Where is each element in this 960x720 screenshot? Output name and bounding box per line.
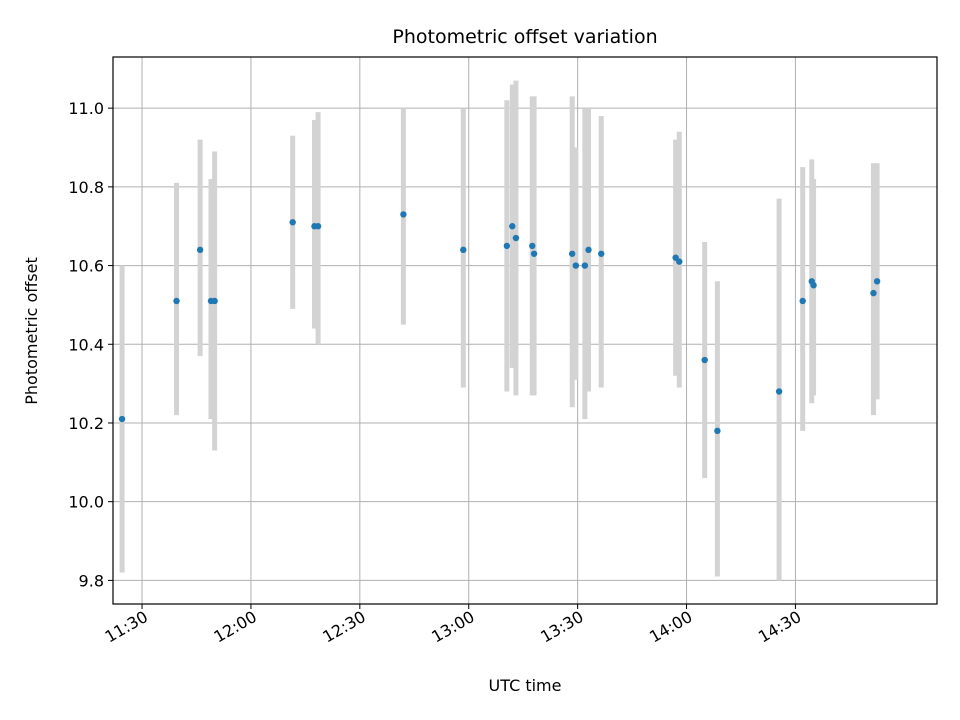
- data-point: [870, 289, 877, 297]
- data-point: [400, 211, 407, 218]
- data-point: [460, 246, 467, 254]
- data-point: [509, 223, 516, 230]
- data-point: [775, 388, 783, 395]
- y-tick-label: 10.0: [68, 493, 104, 512]
- data-point: [873, 278, 881, 285]
- data-point: [701, 356, 708, 364]
- data-point: [581, 262, 589, 269]
- grid-lines: [113, 57, 937, 604]
- plot-frame: [112, 56, 938, 605]
- y-tick-label: 11.0: [68, 99, 104, 118]
- y-tick-label: 10.2: [68, 414, 104, 433]
- y-tick-label: 10.4: [68, 335, 104, 354]
- data-point: [568, 250, 576, 257]
- data-point: [585, 246, 592, 254]
- data-point: [530, 250, 538, 257]
- data-point: [173, 297, 180, 305]
- data-point: [196, 246, 204, 254]
- y-axis-ticks: 9.8 10.0 10.2 10.4 10.6 10.8 11.0: [68, 99, 113, 590]
- y-tick-label: 10.8: [68, 178, 104, 197]
- data-point: [810, 282, 817, 289]
- data-point: [676, 258, 683, 265]
- x-axis-title: UTC time: [489, 676, 562, 695]
- data-points: [118, 211, 881, 435]
- data-point: [529, 242, 536, 250]
- data-point: [714, 427, 721, 435]
- chart-title: Photometric offset variation: [392, 26, 657, 48]
- y-tick-label: 10.6: [68, 257, 104, 276]
- data-point: [512, 234, 520, 242]
- y-axis-title: Photometric offset: [22, 257, 41, 405]
- data-point: [118, 415, 126, 423]
- data-point: [314, 223, 322, 230]
- y-tick-label: 9.8: [79, 571, 104, 590]
- data-point: [598, 250, 605, 257]
- data-point: [572, 262, 580, 269]
- data-point: [503, 242, 511, 250]
- data-point: [799, 297, 806, 305]
- data-point: [211, 297, 218, 305]
- data-point: [289, 219, 296, 226]
